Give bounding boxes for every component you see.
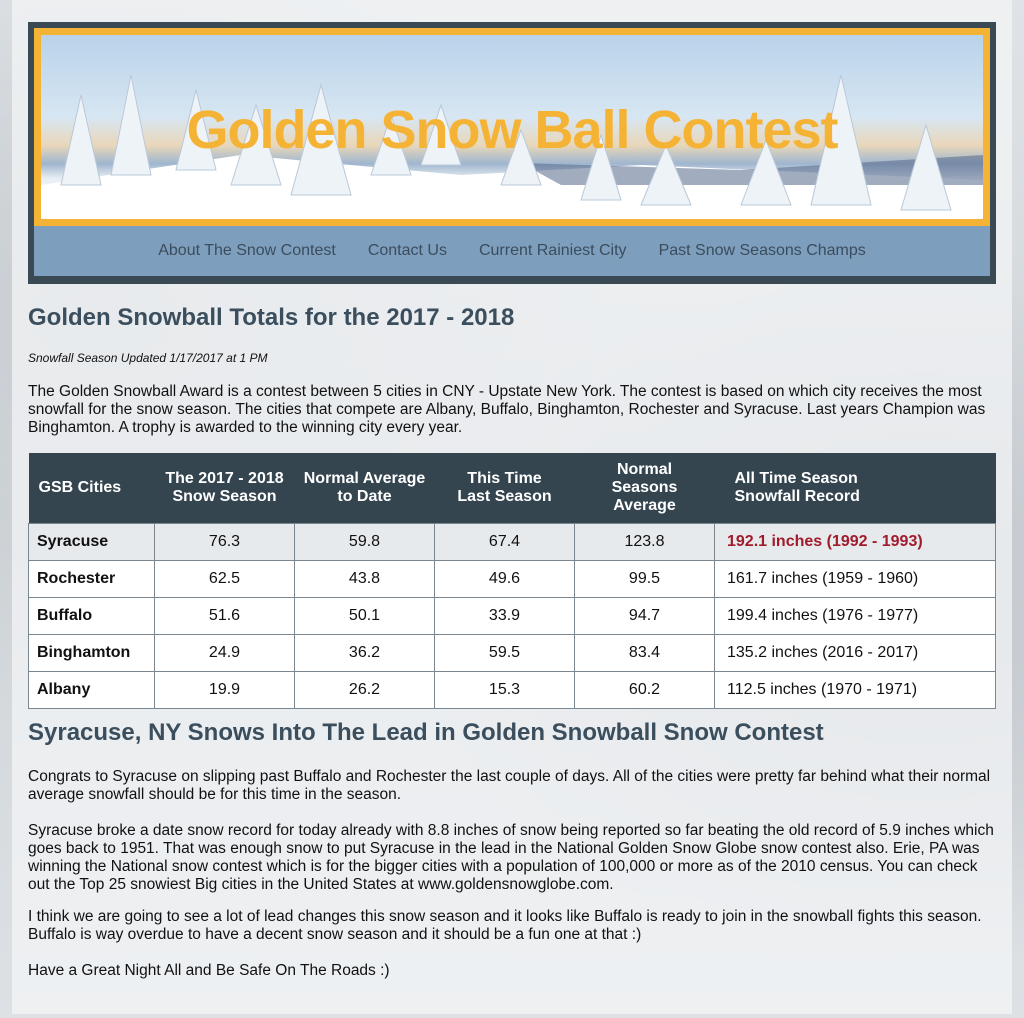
city-name-cell: Binghamton [28,634,155,672]
table-row: Buffalo 51.6 50.1 33.9 94.7 199.4 inches (197… [28,597,996,635]
col-header-current-season: The 2017 - 2018 Snow Season [154,453,295,524]
article-title: Syracuse, NY Snows Into The Lead in Gold… [28,719,824,746]
nav-past-champs[interactable]: Past Snow Seasons Champs [658,242,866,259]
snowfall-value-cell: 43.8 [294,560,435,598]
snowfall-value-cell: 50.1 [294,597,435,635]
page-title: Golden Snowball Totals for the 2017 - 20… [28,304,515,331]
article-paragraph-4: Have a Great Night All and Be Safe On Th… [28,962,390,979]
table-row: Rochester 62.5 43.8 49.6 99.5 161.7 inches (1… [28,560,996,598]
updated-note: Snowfall Season Updated 1/17/2017 at 1 P… [28,351,268,365]
snowy-forest-illustration [41,74,983,219]
city-name-cell: Syracuse [28,523,155,561]
snowfall-value-cell: 62.5 [154,560,295,598]
snowfall-value-cell: 51.6 [154,597,295,635]
snowfall-value-cell: 36.2 [294,634,435,672]
header-banner: Golden Snow Ball Contest About The Snow … [28,22,996,284]
record-cell: 161.7 inches (1959 - 1960) [714,560,996,598]
col-header-record: All Time Season Snowfall Record [714,453,996,524]
snowfall-value-cell: 60.2 [574,671,715,709]
city-name-cell: Buffalo [28,597,155,635]
snowfall-table: GSB Cities The 2017 - 2018 Snow Season No… [28,453,996,709]
record-cell: 135.2 inches (2016 - 2017) [714,634,996,672]
main-nav: About The Snow Contest Contact Us Curren… [34,226,990,276]
article-paragraph-2: Syracuse broke a date snow record for to… [28,822,994,893]
snowfall-value-cell: 99.5 [574,560,715,598]
table-header-row: GSB Cities The 2017 - 2018 Snow Season No… [28,453,996,524]
snowfall-value-cell: 15.3 [434,671,575,709]
snowfall-value-cell: 67.4 [434,523,575,561]
banner-image: Golden Snow Ball Contest [34,28,990,226]
page-container: Golden Snow Ball Contest About The Snow … [12,0,1012,1014]
col-header-seasons-average: Normal Seasons Average [574,453,715,524]
snowfall-value-cell: 26.2 [294,671,435,709]
snowfall-value-cell: 76.3 [154,523,295,561]
nav-rainiest-city[interactable]: Current Rainiest City [478,242,627,259]
intro-paragraph: The Golden Snowball Award is a contest b… [28,383,986,436]
snowfall-value-cell: 19.9 [154,671,295,709]
table-row: Syracuse 76.3 59.8 67.4 123.8 192.1 inches (1… [28,523,996,561]
table-row: Albany 19.9 26.2 15.3 60.2 112.5 inches (1970… [28,671,996,709]
nav-contact[interactable]: Contact Us [367,242,447,259]
city-name-cell: Rochester [28,560,155,598]
col-header-last-season: This Time Last Season [434,453,575,524]
site-title: Golden Snow Ball Contest [186,100,838,160]
snowfall-value-cell: 123.8 [574,523,715,561]
snowfall-value-cell: 94.7 [574,597,715,635]
col-header-normal-to-date: Normal Average to Date [294,453,435,524]
nav-about[interactable]: About The Snow Contest [158,242,336,259]
col-header-city: GSB Cities [28,453,155,524]
snowfall-value-cell: 49.6 [434,560,575,598]
record-cell: 192.1 inches (1992 - 1993) [714,523,996,561]
article-paragraph-3: I think we are going to see a lot of lea… [28,908,982,943]
snowfall-value-cell: 59.5 [434,634,575,672]
record-cell: 199.4 inches (1976 - 1977) [714,597,996,635]
record-cell: 112.5 inches (1970 - 1971) [714,671,996,709]
article-paragraph-1: Congrats to Syracuse on slipping past Bu… [28,768,991,803]
snowfall-value-cell: 59.8 [294,523,435,561]
snowfall-value-cell: 24.9 [154,634,295,672]
snowfall-value-cell: 83.4 [574,634,715,672]
snowfall-value-cell: 33.9 [434,597,575,635]
table-row: Binghamton 24.9 36.2 59.5 83.4 135.2 inches (… [28,634,996,672]
city-name-cell: Albany [28,671,155,709]
